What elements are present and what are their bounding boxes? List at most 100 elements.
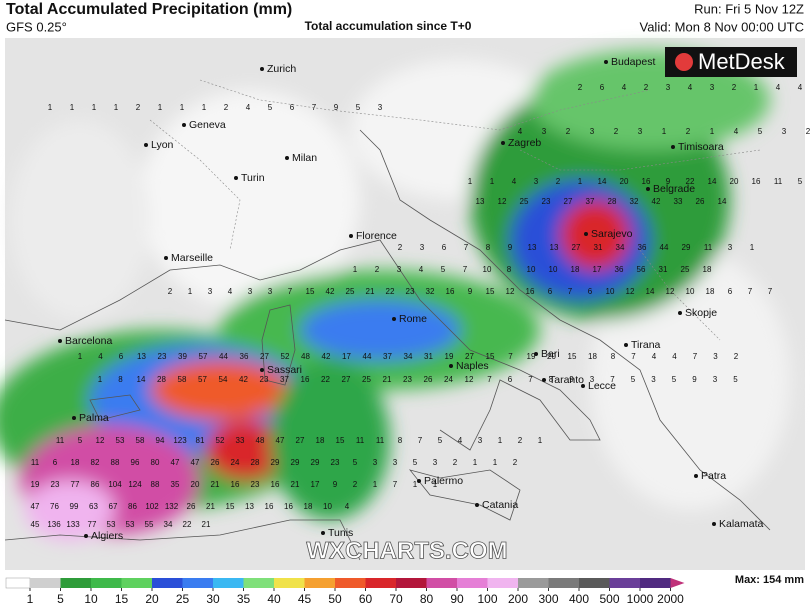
city-label: Tirana xyxy=(631,339,661,351)
grid-value: 22 xyxy=(183,520,192,529)
city-dot xyxy=(712,522,716,526)
grid-value: 2 xyxy=(734,352,739,361)
grid-value: 14 xyxy=(646,287,655,296)
grid-value: 5 xyxy=(413,458,418,467)
grid-value: 2 xyxy=(806,127,810,136)
grid-value: 28 xyxy=(251,458,260,467)
grid-value: 7 xyxy=(693,352,698,361)
grid-value: 47 xyxy=(276,436,285,445)
grid-value: 15 xyxy=(568,352,577,361)
city-label: Algiers xyxy=(91,530,123,542)
grid-value: 5 xyxy=(353,458,358,467)
colorbar-segment xyxy=(152,578,183,588)
grid-value: 5 xyxy=(798,177,803,186)
grid-value: 23 xyxy=(331,458,340,467)
grid-value: 26 xyxy=(696,197,705,206)
grid-value: 9 xyxy=(666,177,671,186)
colorbar-segment xyxy=(548,578,579,588)
grid-value: 36 xyxy=(240,352,249,361)
colorbar-tick-label: 400 xyxy=(569,592,589,606)
grid-value: 9 xyxy=(333,480,338,489)
grid-value: 3 xyxy=(713,352,718,361)
grid-value: 16 xyxy=(265,502,274,511)
city-dot xyxy=(694,474,698,478)
model: GFS 0.25° xyxy=(6,19,67,34)
grid-value: 17 xyxy=(593,265,602,274)
city-label: Turin xyxy=(241,172,265,184)
city-dot xyxy=(58,339,62,343)
coastlines xyxy=(4,129,771,561)
grid-value: 27 xyxy=(342,375,351,384)
grid-value: 18 xyxy=(571,265,580,274)
grid-value: 7 xyxy=(528,375,533,384)
grid-value: 27 xyxy=(465,352,474,361)
grid-value: 16 xyxy=(446,287,455,296)
grid-value: 8 xyxy=(398,436,403,445)
grid-values: 2642343214432106211112111245679534323231… xyxy=(31,83,810,529)
grid-value: 18 xyxy=(316,436,325,445)
run: Run: Fri 5 Nov 12Z xyxy=(694,1,804,16)
colorbar-segment xyxy=(365,578,396,588)
grid-value: 7 xyxy=(288,287,293,296)
grid-value: 36 xyxy=(638,243,647,252)
colorbar-tick-label: 70 xyxy=(389,592,403,606)
grid-value: 4 xyxy=(672,352,677,361)
grid-value: 32 xyxy=(630,197,639,206)
grid-value: 18 xyxy=(703,265,712,274)
grid-value: 42 xyxy=(239,375,248,384)
grid-value: 53 xyxy=(126,520,135,529)
city-label: Lyon xyxy=(151,139,174,151)
city-label: Rome xyxy=(399,313,427,325)
colorbar-tick-label: 10 xyxy=(84,592,98,606)
grid-value: 12 xyxy=(498,197,507,206)
grid-value: 37 xyxy=(383,352,392,361)
city-dot xyxy=(234,176,238,180)
grid-value: 6 xyxy=(290,103,295,112)
grid-value: 11 xyxy=(704,243,713,252)
grid-value: 34 xyxy=(164,520,173,529)
city-dot xyxy=(542,378,546,382)
grid-value: 24 xyxy=(444,375,453,384)
colorbar-tick-label: 500 xyxy=(599,592,619,606)
grid-value: 23 xyxy=(51,480,60,489)
grid-value: 1 xyxy=(413,480,418,489)
grid-value: 5 xyxy=(438,436,443,445)
city-label: Patra xyxy=(701,470,726,482)
grid-value: 19 xyxy=(527,352,536,361)
grid-value: 23 xyxy=(542,197,551,206)
grid-value: 21 xyxy=(206,502,215,511)
grid-value: 5 xyxy=(268,103,273,112)
colorbar-segment xyxy=(518,578,549,588)
valid: Valid: Mon 8 Nov 00:00 UTC xyxy=(640,19,805,34)
grid-value: 13 xyxy=(245,502,254,511)
city-dot xyxy=(624,343,628,347)
grid-value: 3 xyxy=(590,127,595,136)
grid-value: 86 xyxy=(128,502,137,511)
city-label: Palermo xyxy=(424,475,463,487)
grid-value: 16 xyxy=(231,480,240,489)
city-label: Kalamata xyxy=(719,518,764,530)
grid-value: 2 xyxy=(375,265,380,274)
city-label: Sassari xyxy=(267,364,302,376)
grid-value: 29 xyxy=(271,458,280,467)
grid-value: 1 xyxy=(538,436,543,445)
colorbar-segment xyxy=(30,578,61,588)
city-label: Bari xyxy=(541,348,560,360)
grid-value: 1 xyxy=(114,103,119,112)
colorbar-tick-label: 1000 xyxy=(627,592,654,606)
grid-value: 11 xyxy=(376,436,385,445)
city-label: Budapest xyxy=(611,56,655,68)
grid-value: 23 xyxy=(260,375,269,384)
colorbar-segment xyxy=(121,578,152,588)
city-dot xyxy=(534,352,538,356)
grid-value: 16 xyxy=(284,502,293,511)
colorbar-tick-label: 90 xyxy=(450,592,464,606)
grid-value: 16 xyxy=(526,287,535,296)
grid-value: 99 xyxy=(70,502,79,511)
grid-value: 2 xyxy=(566,127,571,136)
city-dot xyxy=(392,317,396,321)
grid-value: 4 xyxy=(688,83,693,92)
colorbar-tick-label: 200 xyxy=(508,592,528,606)
grid-value: 26 xyxy=(424,375,433,384)
